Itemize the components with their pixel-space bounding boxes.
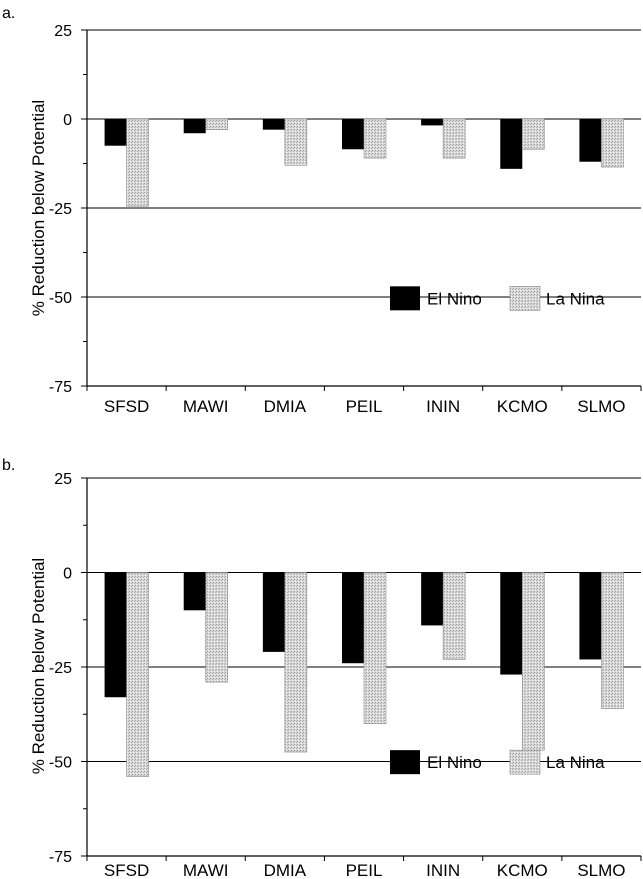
category-label: PEIL — [346, 861, 383, 879]
y-axis-title: % Reduction below Potential — [29, 100, 48, 316]
legend-label-el-nino: El Nino — [427, 289, 482, 308]
bar-el-nino — [262, 572, 285, 652]
bar-el-nino — [500, 572, 523, 675]
legend-swatch-la-nina — [509, 749, 541, 775]
category-label: DMIA — [264, 397, 307, 416]
bar-la-nina — [601, 572, 624, 709]
bar-la-nina — [205, 572, 229, 683]
y-ticks: 25 0 -25 -50 -75 — [49, 23, 72, 396]
panel-label: b. — [2, 457, 15, 474]
chart-panel-a: a. % Reduction below Potential 25 0 -25 … — [2, 5, 642, 416]
legend-label-el-nino: El Nino — [427, 753, 482, 772]
y-tick-label: -75 — [49, 849, 72, 866]
axes — [81, 477, 642, 861]
y-tick-label: 0 — [63, 112, 72, 129]
bars — [104, 572, 624, 777]
category-label: SFSD — [104, 861, 149, 879]
category-label: SLMO — [577, 397, 625, 416]
y-tick-label: -75 — [49, 379, 72, 396]
bar-el-nino — [262, 119, 285, 130]
y-tick-label: -25 — [49, 201, 72, 218]
legend-label-la-nina: La Nina — [546, 753, 605, 772]
bar-la-nina — [601, 118, 624, 168]
category-label: ININ — [426, 861, 460, 879]
bars — [104, 118, 624, 207]
bar-el-nino — [342, 572, 364, 664]
bar-el-nino — [183, 572, 206, 611]
gridlines — [87, 29, 641, 298]
bar-la-nina — [126, 118, 149, 207]
bar-la-nina — [284, 572, 308, 753]
bar-la-nina — [205, 118, 229, 130]
chart-panel-b: b. % Reduction below Potential 25 0 -25 … — [2, 457, 642, 879]
bar-el-nino — [579, 119, 602, 162]
category-label: KCMO — [497, 397, 548, 416]
category-label: MAWI — [183, 397, 229, 416]
legend-swatch-el-nino — [390, 286, 420, 311]
category-labels: SFSD MAWI DMIA PEIL ININ KCMO SLMO — [104, 397, 626, 416]
y-tick-label: 0 — [63, 566, 72, 583]
bar-el-nino — [500, 119, 523, 169]
legend-swatch-la-nina — [509, 286, 541, 311]
legend: El Nino La Nina — [390, 749, 605, 775]
panel-label: a. — [2, 5, 15, 22]
bar-la-nina — [442, 572, 466, 660]
category-label: ININ — [426, 397, 460, 416]
y-tick-label: 25 — [54, 471, 72, 488]
y-tick-label: -25 — [49, 660, 72, 677]
category-label: KCMO — [497, 861, 548, 879]
legend-label-la-nina: La Nina — [546, 289, 605, 308]
bar-la-nina — [126, 572, 149, 777]
legend-swatch-el-nino — [390, 750, 420, 775]
bar-el-nino — [342, 119, 364, 150]
category-label: DMIA — [264, 861, 307, 879]
bar-la-nina — [521, 118, 545, 150]
bar-el-nino — [579, 572, 602, 660]
y-tick-label: -50 — [49, 290, 72, 307]
bar-la-nina — [363, 118, 387, 159]
bar-la-nina — [521, 572, 545, 751]
bar-la-nina — [363, 572, 387, 724]
axes — [81, 29, 642, 391]
bar-el-nino — [104, 572, 127, 698]
y-tick-label: -50 — [49, 755, 72, 772]
y-axis-title: % Reduction below Potential — [29, 558, 48, 774]
bar-el-nino — [183, 119, 206, 134]
legend: El Nino La Nina — [390, 286, 605, 311]
category-label: PEIL — [346, 397, 383, 416]
category-label: SFSD — [104, 397, 149, 416]
bar-el-nino — [421, 572, 444, 626]
category-labels: SFSD MAWI DMIA PEIL ININ KCMO SLMO — [104, 861, 626, 879]
category-label: SLMO — [577, 861, 625, 879]
bar-la-nina — [284, 118, 308, 166]
bar-la-nina — [442, 118, 466, 159]
y-tick-label: 25 — [54, 23, 72, 40]
bar-el-nino — [421, 119, 444, 126]
bar-el-nino — [104, 119, 127, 146]
y-ticks: 25 0 -25 -50 -75 — [49, 471, 72, 866]
category-label: MAWI — [183, 861, 229, 879]
